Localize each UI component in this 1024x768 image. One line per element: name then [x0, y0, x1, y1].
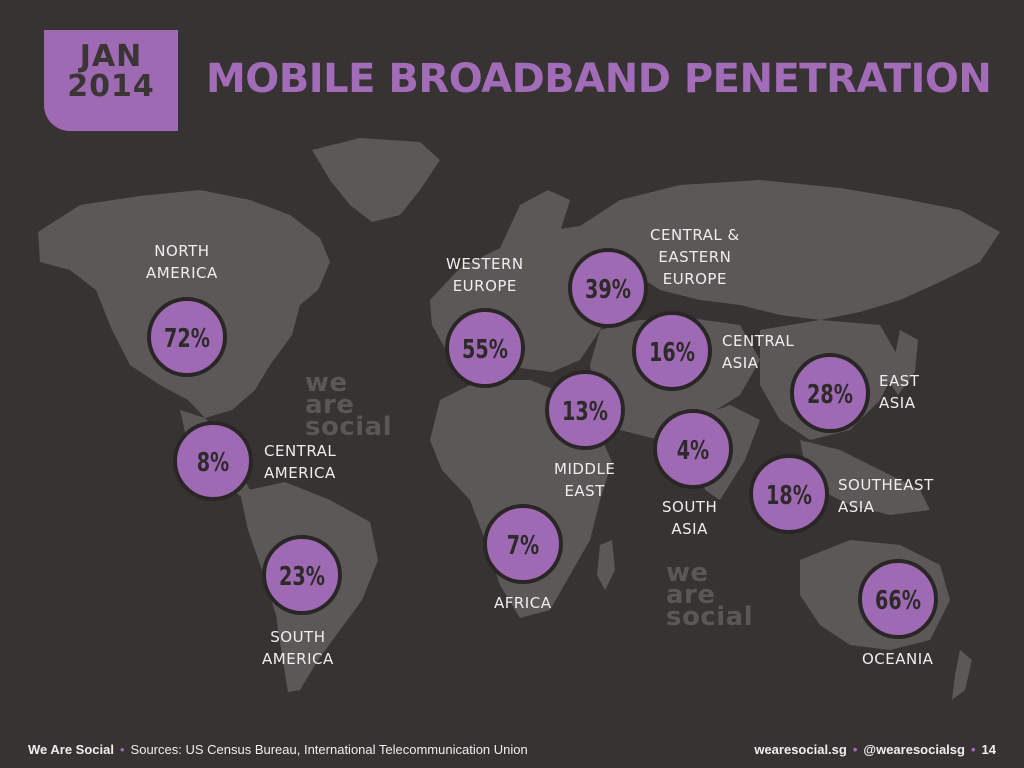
watermark-bottom: we are social — [666, 558, 754, 632]
footer-brand: We Are Social — [28, 742, 114, 757]
footer-page-number: 14 — [981, 742, 996, 757]
footer-dot-icon: • — [970, 742, 976, 757]
bubble-east-asia — [790, 353, 870, 433]
label-central-asia: CENTRAL ASIA — [722, 332, 795, 372]
footer-left: We Are Social • Sources: US Census Bureau,… — [28, 742, 528, 757]
label-middle-east: MIDDLE EAST — [554, 460, 616, 500]
map-madagascar — [597, 540, 615, 590]
map-scandinavia — [500, 190, 570, 248]
bubble-southeast-asia — [749, 454, 829, 534]
map-southeast-asia — [800, 440, 930, 515]
value-central-america: 8% — [197, 447, 230, 478]
watermark-top: we are social — [305, 368, 393, 442]
footer-sources: Sources: US Census Bureau, International… — [130, 742, 528, 757]
date-year: 2014 — [67, 69, 155, 104]
value-central-asia: 16% — [649, 337, 695, 368]
bubble-middle-east — [545, 370, 625, 450]
map-new-zealand — [952, 650, 972, 700]
label-oceania: OCEANIA — [862, 650, 934, 668]
bubble-north-america — [147, 297, 227, 377]
value-western-europe: 55% — [462, 334, 508, 365]
value-south-america: 23% — [279, 561, 325, 592]
footer-right: wearesocial.sg • @wearesocialsg • 14 — [754, 742, 996, 757]
footer-website[interactable]: wearesocial.sg — [754, 742, 847, 757]
bubble-central-asia — [632, 311, 712, 391]
date-badge: JAN 2014 — [44, 30, 178, 131]
value-east-asia: 28% — [807, 379, 853, 410]
footer: We Are Social • Sources: US Census Bureau,… — [0, 728, 1024, 768]
bubble-oceania — [858, 559, 938, 639]
label-east-asia: EAST ASIA — [879, 372, 920, 412]
bubble-western-europe — [445, 308, 525, 388]
value-south-asia: 4% — [677, 435, 710, 466]
label-southeast-asia: SOUTHEAST ASIA — [838, 476, 934, 516]
page-title: MOBILE BROADBAND PENETRATION — [206, 56, 992, 102]
label-western-europe: WESTERN EUROPE — [446, 255, 524, 295]
bubble-central-america — [173, 421, 253, 501]
date-month: JAN — [79, 39, 143, 74]
label-south-asia: SOUTH ASIA — [662, 498, 718, 538]
value-southeast-asia: 18% — [766, 480, 812, 511]
bubble-layer: 72% 8% 23% 55% 39% 16% 13% 7% 4% 28% 18% 66% — [147, 248, 938, 639]
bubble-south-asia — [653, 409, 733, 489]
map-russia — [580, 180, 1000, 320]
bubble-central-eastern-europe — [568, 248, 648, 328]
map-greenland — [312, 138, 440, 222]
map-japan — [888, 330, 918, 395]
value-oceania: 66% — [875, 585, 921, 616]
label-south-america: SOUTH AMERICA — [262, 628, 334, 668]
label-central-america: CENTRAL AMERICA — [264, 442, 337, 482]
value-africa: 7% — [507, 530, 540, 561]
footer-handle[interactable]: @wearesocialsg — [863, 742, 965, 757]
bubble-africa — [483, 504, 563, 584]
footer-dot-icon: • — [119, 742, 125, 757]
value-central-eastern-europe: 39% — [585, 274, 631, 305]
label-central-eastern-europe: CENTRAL & EASTERN EUROPE — [650, 226, 740, 288]
label-africa: AFRICA — [494, 594, 552, 612]
value-north-america: 72% — [164, 323, 210, 354]
footer-dot-icon: • — [852, 742, 858, 757]
label-north-america: NORTH AMERICA — [146, 242, 218, 282]
value-middle-east: 13% — [562, 396, 608, 427]
bubble-south-america — [262, 535, 342, 615]
